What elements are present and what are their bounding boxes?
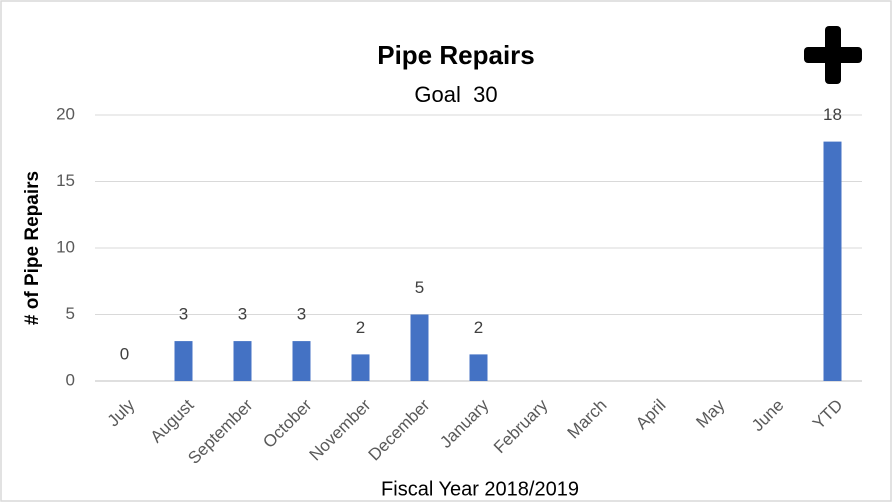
y-tick-label: 0: [66, 370, 75, 389]
data-label: 3: [179, 305, 188, 324]
bar: [410, 314, 429, 381]
y-axis-title: # of Pipe Repairs: [22, 171, 43, 325]
chart-title: Pipe Repairs: [377, 40, 535, 70]
data-label: 2: [356, 318, 365, 337]
plus-bar-v[interactable]: [825, 26, 841, 84]
data-label: 18: [823, 105, 842, 124]
data-label: 5: [415, 278, 424, 297]
y-tick-label: 20: [56, 104, 75, 123]
bar: [469, 354, 488, 381]
y-tick-label: 5: [66, 304, 75, 323]
y-tick-label: 10: [56, 237, 75, 256]
bar: [174, 341, 193, 381]
plus-icon[interactable]: [804, 26, 862, 84]
bar: [233, 341, 252, 381]
data-label: 0: [120, 344, 129, 363]
bar: [823, 141, 842, 381]
data-label: 2: [474, 318, 483, 337]
bar: [292, 341, 311, 381]
y-tick-label: 15: [56, 171, 75, 190]
x-axis-title: Fiscal Year 2018/2019: [381, 478, 579, 500]
data-label: 3: [238, 305, 247, 324]
chart-subtitle: Goal 30: [414, 82, 497, 107]
data-label: 3: [297, 305, 306, 324]
bar: [351, 354, 370, 381]
